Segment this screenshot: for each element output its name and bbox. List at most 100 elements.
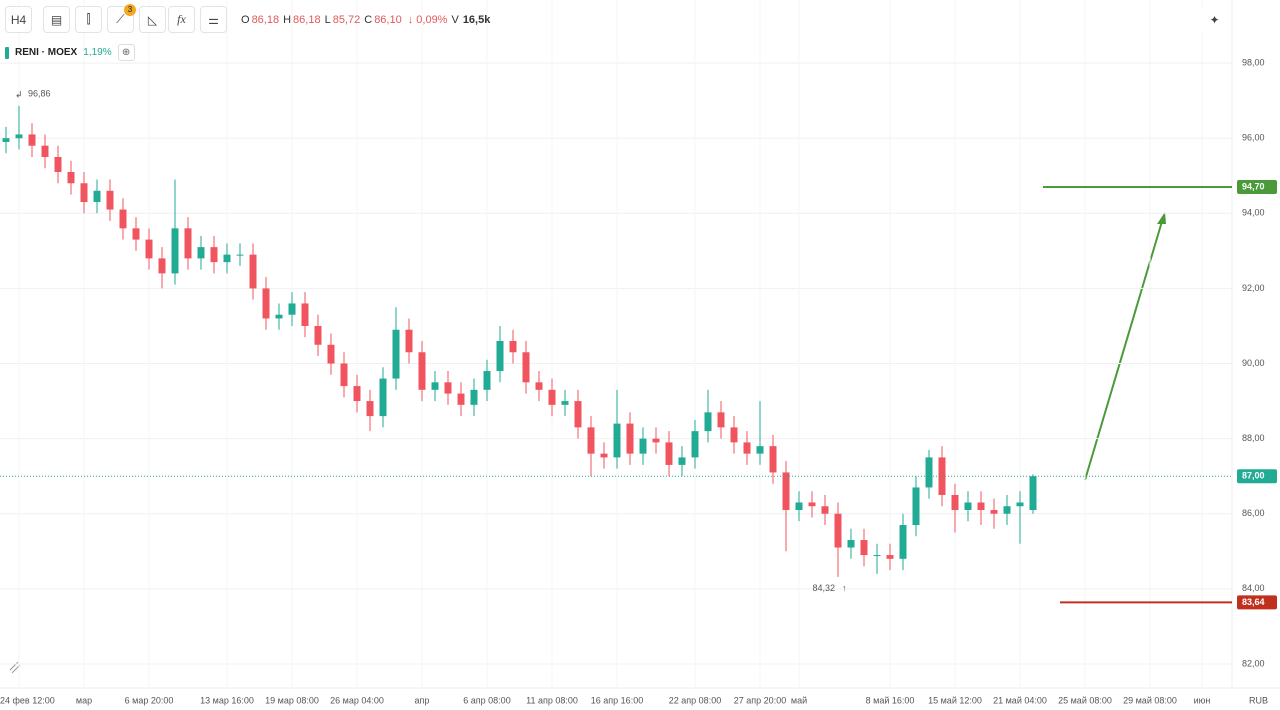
candle-body (613, 423, 621, 458)
candle-body (119, 209, 127, 229)
y-tick-label: 82,00 (1242, 658, 1265, 668)
change: ↓ 0,09% (407, 14, 448, 26)
candle-body (41, 145, 49, 157)
arrow-line (1084, 217, 1164, 481)
candle-body (730, 427, 738, 443)
candle-body (67, 172, 75, 184)
x-tick-label: 21 май 04:00 (993, 695, 1047, 705)
currency-label: RUB (1249, 695, 1268, 705)
price-tag-label: 87,00 (1242, 471, 1265, 481)
candle-body (301, 303, 309, 326)
candle-body (80, 183, 88, 203)
candle-body (223, 254, 231, 263)
candle-body (964, 502, 972, 510)
candle-body (834, 513, 842, 548)
candle-body (1016, 502, 1024, 507)
x-tick-label: 15 май 12:00 (928, 695, 982, 705)
min-label: 84,32 (812, 583, 835, 593)
candle-body (704, 412, 712, 432)
ohlc-key: O (241, 14, 250, 26)
candle-body (184, 228, 192, 259)
candle-body (132, 228, 140, 240)
candle-body (756, 446, 764, 454)
ohlc-key: L (324, 14, 331, 26)
candle-body (990, 509, 998, 514)
candle-body (236, 254, 244, 256)
candle-body (795, 502, 803, 510)
add-button[interactable]: ⊕ (117, 44, 135, 61)
candle-body (886, 555, 894, 559)
y-tick-label: 92,00 (1242, 283, 1265, 293)
candle-body (262, 288, 270, 319)
x-tick-label: 19 мар 08:00 (265, 695, 319, 705)
candle-body (951, 494, 959, 510)
x-tick-label: 6 апр 08:00 (463, 695, 510, 705)
y-tick-label: 84,00 (1242, 583, 1265, 593)
indicators-button[interactable]: ▤ (43, 6, 70, 33)
ohlc-value: 86,18 (293, 14, 321, 26)
candle-body (197, 247, 205, 259)
candle-body (574, 401, 582, 428)
candle-body (561, 401, 569, 405)
arrow-head (1157, 212, 1166, 224)
candle-body (743, 442, 751, 454)
candle-body (366, 401, 374, 417)
candle-body (106, 190, 114, 210)
ohlc-key: H (283, 14, 292, 26)
draw-button[interactable]: ◺ (139, 6, 166, 33)
candle-body (548, 389, 556, 405)
max-label: 96,86 (28, 88, 51, 98)
x-tick-label: 22 апр 08:00 (669, 695, 721, 705)
volume-key: V (451, 14, 459, 26)
candle-body (665, 442, 673, 465)
candle-body (28, 134, 36, 146)
candle-body (860, 540, 868, 556)
interval-button[interactable]: H4 (5, 6, 32, 33)
ohlc-value: 86,10 (374, 14, 402, 26)
x-tick-label: 6 мар 20:00 (125, 695, 174, 705)
min-arrow: ↑ (842, 583, 847, 593)
candle-body (678, 457, 686, 465)
x-tick-label: 13 мар 16:00 (200, 695, 254, 705)
candle-body (210, 247, 218, 263)
candle-body (457, 393, 465, 405)
candle-body (392, 329, 400, 379)
candle-body (340, 363, 348, 387)
candle-body (418, 352, 426, 390)
candle-body (769, 446, 777, 473)
ohlc-value: 85,72 (332, 14, 361, 26)
candle-body (15, 134, 23, 139)
candle-body (899, 525, 907, 559)
y-tick-label: 90,00 (1242, 358, 1265, 368)
candle-body (1029, 476, 1037, 510)
candle-body (314, 325, 322, 345)
legend: RENI · MOEX 1,19% ⊕ (5, 44, 135, 61)
candle-body (873, 555, 881, 557)
candle-body (847, 540, 855, 548)
settings-button[interactable]: ⚌ (200, 6, 227, 33)
candle-body (639, 438, 647, 454)
candle-body (717, 412, 725, 428)
level-tag (1237, 595, 1277, 610)
candle-body (93, 190, 101, 203)
x-tick-label: 25 май 08:00 (1058, 695, 1112, 705)
candle-body (1003, 506, 1011, 514)
volume: 16,5k (462, 14, 491, 26)
x-tick-label: 27 апр 20:00 (734, 695, 786, 705)
ai-button[interactable]: ✦ (1201, 6, 1228, 33)
fx-button[interactable]: fx (168, 6, 195, 33)
candle-body (444, 382, 452, 394)
chart-type-button[interactable]: ⫿ (75, 6, 102, 33)
candle-body (600, 453, 608, 458)
ohlc-header: O 86,18 H 86,18 L 85,72 C 86,10 ↓ 0,09% V 16,5k (241, 14, 490, 26)
candle-body (483, 371, 491, 390)
x-tick-label: июн (1194, 695, 1211, 705)
ohlc-value: 86,18 (251, 14, 280, 26)
candle-body (379, 378, 387, 417)
candle-body (587, 427, 595, 454)
y-tick-label: 96,00 (1242, 133, 1265, 143)
candle-body (925, 457, 933, 488)
level-tag-label: 83,64 (1242, 597, 1265, 607)
